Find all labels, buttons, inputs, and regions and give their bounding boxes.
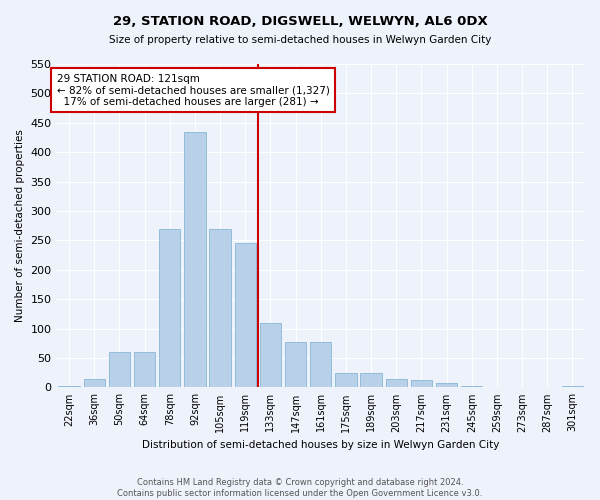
- Y-axis label: Number of semi-detached properties: Number of semi-detached properties: [15, 130, 25, 322]
- Bar: [184, 132, 206, 388]
- Bar: [159, 228, 181, 388]
- X-axis label: Distribution of semi-detached houses by size in Welwyn Garden City: Distribution of semi-detached houses by …: [142, 440, 499, 450]
- Bar: [436, 382, 457, 388]
- Bar: [536, 387, 558, 388]
- Bar: [260, 322, 281, 388]
- Bar: [209, 228, 231, 388]
- Bar: [361, 372, 382, 388]
- Bar: [109, 352, 130, 388]
- Bar: [134, 352, 155, 388]
- Bar: [461, 386, 482, 388]
- Bar: [310, 342, 331, 388]
- Bar: [235, 244, 256, 388]
- Bar: [486, 387, 508, 388]
- Bar: [58, 386, 80, 388]
- Bar: [562, 386, 583, 388]
- Bar: [83, 378, 105, 388]
- Bar: [335, 372, 356, 388]
- Bar: [511, 387, 533, 388]
- Text: Contains HM Land Registry data © Crown copyright and database right 2024.
Contai: Contains HM Land Registry data © Crown c…: [118, 478, 482, 498]
- Bar: [386, 378, 407, 388]
- Text: 29, STATION ROAD, DIGSWELL, WELWYN, AL6 0DX: 29, STATION ROAD, DIGSWELL, WELWYN, AL6 …: [113, 15, 487, 28]
- Bar: [285, 342, 307, 388]
- Bar: [411, 380, 432, 388]
- Text: Size of property relative to semi-detached houses in Welwyn Garden City: Size of property relative to semi-detach…: [109, 35, 491, 45]
- Text: 29 STATION ROAD: 121sqm
← 82% of semi-detached houses are smaller (1,327)
  17% : 29 STATION ROAD: 121sqm ← 82% of semi-de…: [56, 74, 329, 107]
